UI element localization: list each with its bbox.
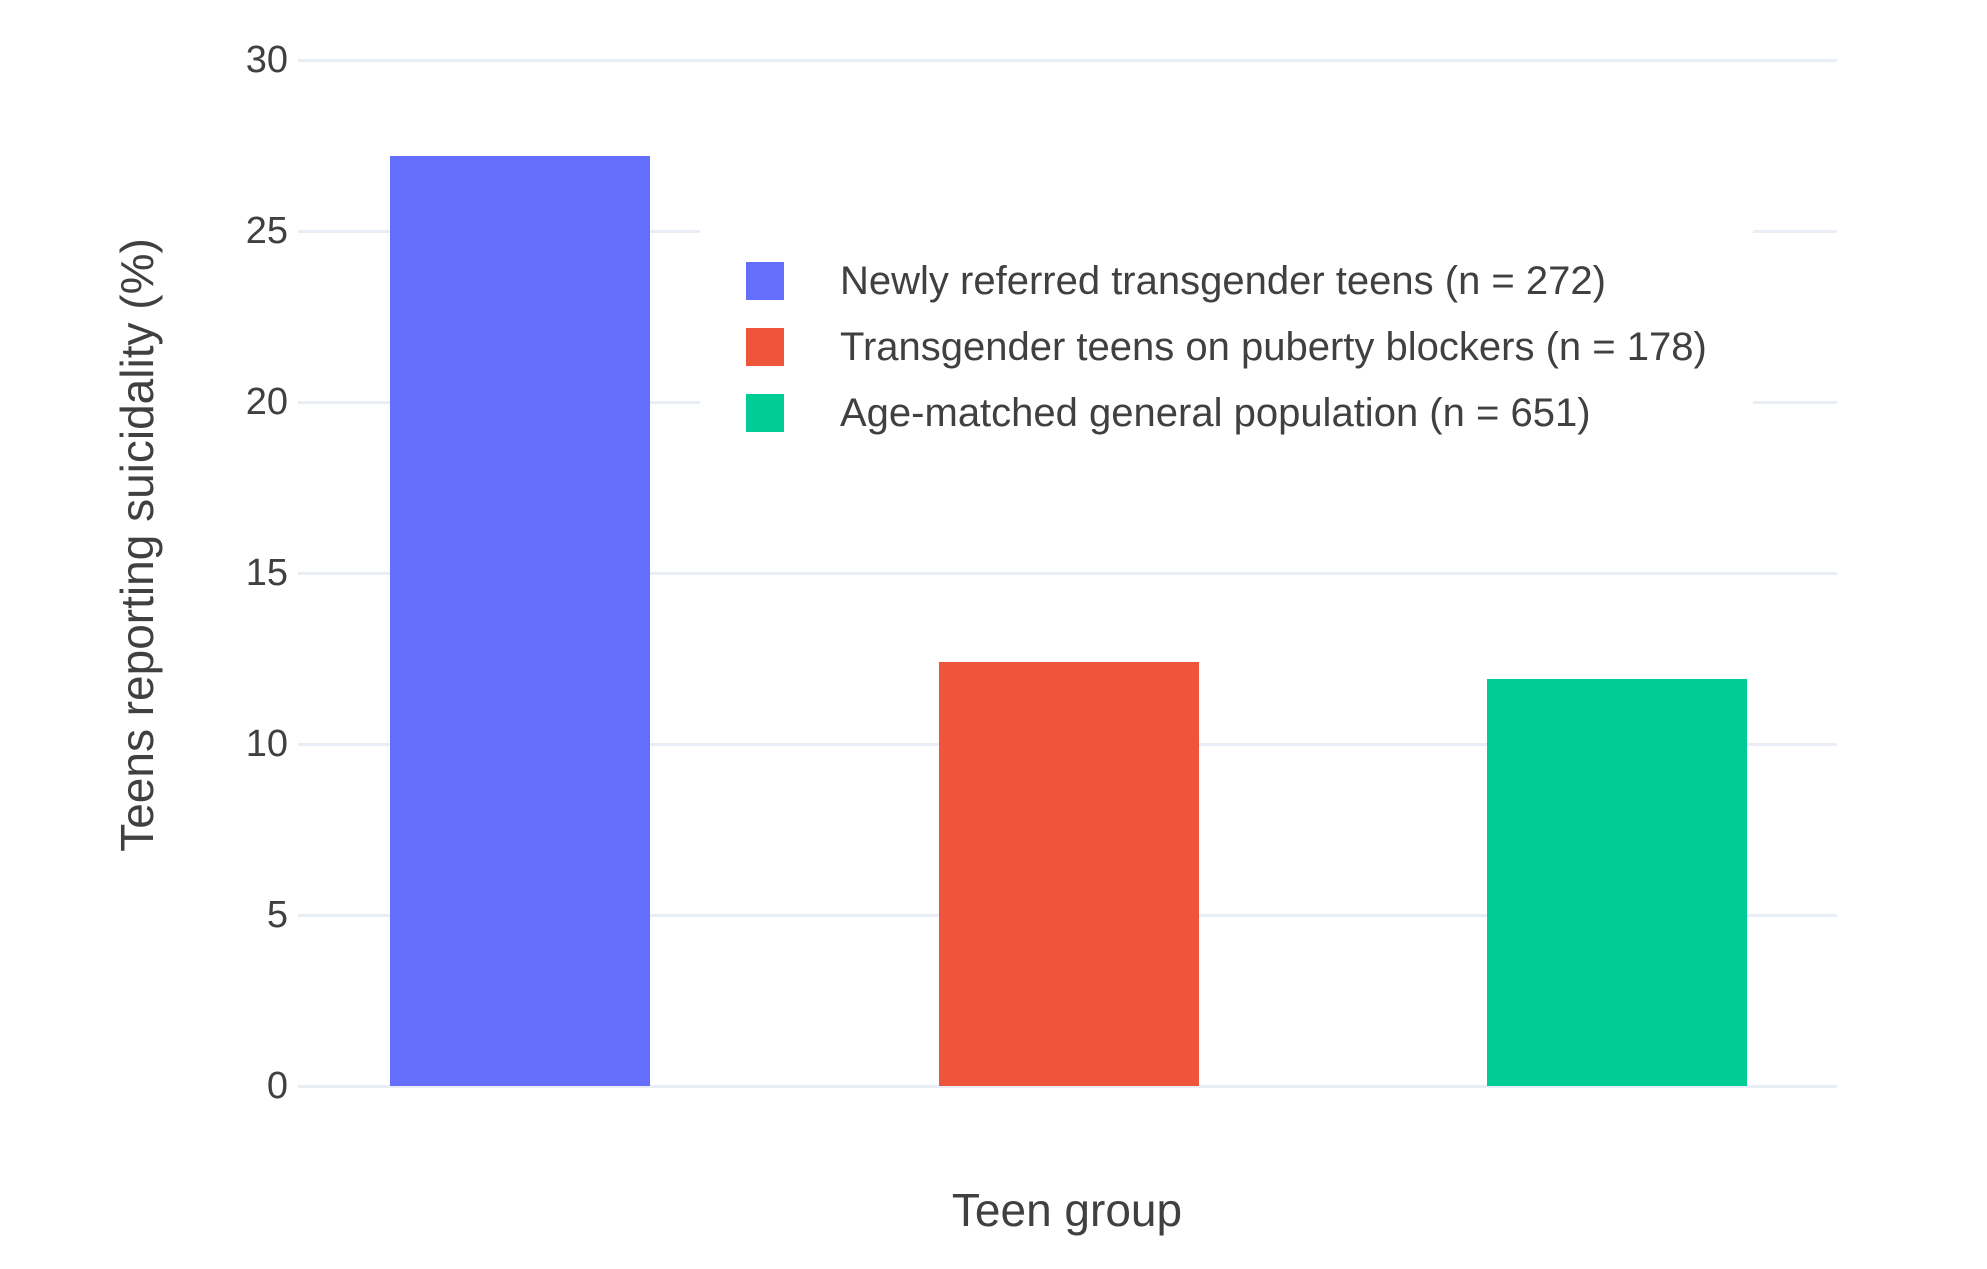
y-tick-label-10: 10 [245,723,288,765]
bar-0[interactable] [390,155,650,1086]
legend-swatch-icon [746,328,784,366]
legend-swatch-icon [746,394,784,432]
y-axis-title: Teens reporting suicidality (%) [111,238,163,852]
legend-item-0[interactable]: Newly referred transgender teens (n = 27… [746,248,1707,314]
y-tick-label-5: 5 [266,894,288,936]
zero-gridline [298,1084,1837,1088]
x-axis-title: Teen group [951,1184,1183,1236]
legend-swatch-icon [746,262,784,300]
bar-1[interactable] [938,661,1199,1086]
legend-label: Age-matched general population (n = 651) [840,390,1591,435]
legend: Newly referred transgender teens (n = 27… [700,226,1753,468]
legend-item-1[interactable]: Transgender teens on puberty blockers (n… [746,314,1707,380]
y-tick-label-15: 15 [245,552,288,594]
gridline-y-30 [298,58,1837,62]
legend-label: Transgender teens on puberty blockers (n… [840,324,1707,369]
legend-item-2[interactable]: Age-matched general population (n = 651) [746,380,1707,446]
bar-2[interactable] [1487,679,1747,1086]
y-tick-label-25: 25 [245,210,288,252]
legend-label: Newly referred transgender teens (n = 27… [840,258,1606,303]
y-tick-label-20: 20 [245,381,288,423]
gridline-y-15 [298,571,1837,575]
y-tick-label-30: 30 [245,39,288,81]
y-tick-label-0: 0 [266,1065,288,1107]
